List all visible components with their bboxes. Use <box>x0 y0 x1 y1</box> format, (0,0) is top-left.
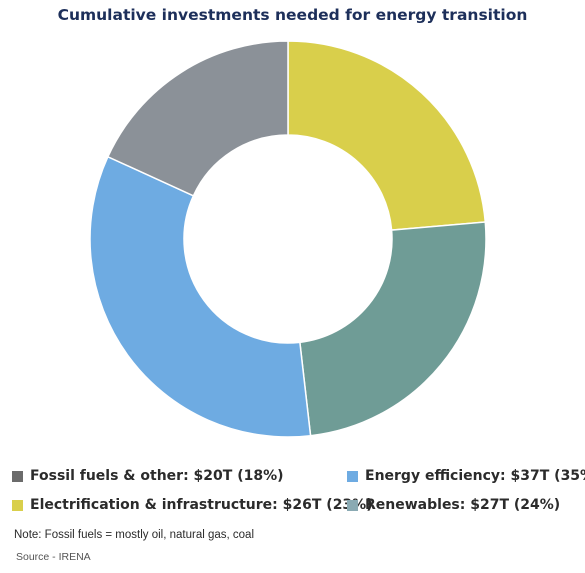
legend-label-energy-efficiency: Energy efficiency: $37T (35%) <box>365 468 585 484</box>
donut-slice-energy-efficiency <box>89 155 312 438</box>
legend-swatch-energy-efficiency <box>347 470 358 482</box>
legend-swatch-renewables <box>347 499 358 511</box>
legend-item-energy-efficiency: Energy efficiency: $37T (35%) <box>347 468 585 484</box>
legend-item-fossil-fuels: Fossil fuels & other: $20T (18%) <box>12 468 284 484</box>
legend-label-fossil-fuels: Fossil fuels & other: $20T (18%) <box>30 468 284 484</box>
legend-label-electrification: Electrification & infrastructure: $26T (… <box>30 497 373 513</box>
donut-slice-fossil-fuels-other <box>106 40 289 197</box>
legend-swatch-fossil-fuels <box>12 470 23 482</box>
legend-label-renewables: Renewables: $27T (24%) <box>365 497 561 513</box>
donut-slice-electrification-infrastructure <box>287 40 487 231</box>
donut-slices <box>89 40 487 438</box>
legend-item-renewables: Renewables: $27T (24%) <box>347 497 560 513</box>
footnote: Note: Fossil fuels = mostly oil, natural… <box>14 529 255 541</box>
donut-slice-renewables <box>299 221 487 437</box>
chart-title: Cumulative investments needed for energy… <box>57 6 528 24</box>
legend-swatch-electrification <box>12 499 23 511</box>
donut-chart <box>89 40 487 438</box>
source-credit: Source - IRENA <box>16 551 91 563</box>
legend-item-electrification: Electrification & infrastructure: $26T (… <box>12 497 373 513</box>
